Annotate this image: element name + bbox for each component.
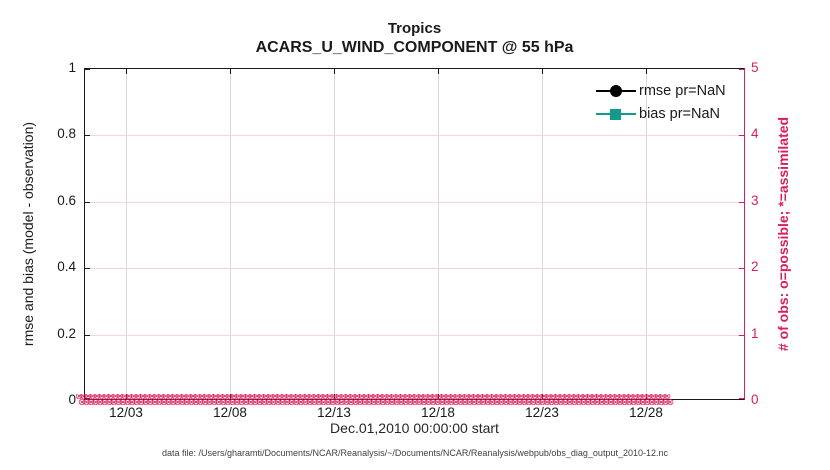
x-tick-top <box>126 69 127 74</box>
y-tick-left <box>85 135 90 136</box>
y-tick-right <box>739 135 744 136</box>
x-tick-top <box>334 69 335 74</box>
x-tick-bottom <box>126 394 127 399</box>
left-axis-tick-label: 0.6 <box>57 193 76 208</box>
legend-item: bias pr=NaN <box>596 102 726 125</box>
x-tick-label: 12/23 <box>525 405 559 420</box>
right-axis-tick-label: 4 <box>751 126 759 141</box>
y-tick-right <box>739 335 744 336</box>
y-tick-left <box>85 335 90 336</box>
title-region: Tropics <box>387 20 442 37</box>
legend-swatch <box>596 108 636 120</box>
right-axis-tick-label: 2 <box>751 259 759 274</box>
left-axis-tick-label: 0.8 <box>57 126 76 141</box>
x-tick-label: 12/18 <box>421 405 455 420</box>
x-tick-top <box>646 69 647 74</box>
y-tick-left <box>85 398 90 399</box>
right-axis-tick-label: 0 <box>751 392 759 407</box>
x-gridline <box>230 69 231 399</box>
legend-label: rmse pr=NaN <box>639 82 726 99</box>
x-gridline <box>542 69 543 399</box>
legend-label: bias pr=NaN <box>639 105 720 122</box>
x-tick-label: 12/28 <box>629 405 663 420</box>
legend-item: rmse pr=NaN <box>596 79 726 102</box>
right-axis-tick-label: 5 <box>751 60 759 75</box>
plot-area <box>84 68 745 400</box>
left-axis-tick-label: 0.4 <box>57 259 76 274</box>
obs-markers-row-assimilated: ⊗⊗⊗⊗⊗⊗⊗⊗⊗⊗⊗⊗⊗⊗⊗⊗⊗⊗⊗⊗⊗⊗⊗⊗⊗⊗⊗⊗⊗⊗⊗⊗⊗⊗⊗⊗⊗⊗⊗⊗… <box>78 397 674 407</box>
y-tick-left <box>85 69 90 70</box>
x-gridline <box>126 69 127 399</box>
x-tick-bottom <box>438 394 439 399</box>
y-tick-left <box>85 268 90 269</box>
bias-square-marker-icon <box>610 108 621 120</box>
left-axis-tick-label: 0 <box>68 392 76 407</box>
right-axis-tick-label: 3 <box>751 193 759 208</box>
y-tick-right <box>739 69 744 70</box>
x-tick-label: 12/13 <box>317 405 351 420</box>
data-file-caption: data file: /Users/gharamti/Documents/NCA… <box>161 448 668 458</box>
left-axis-tick-label: 1 <box>68 60 76 75</box>
y-tick-right <box>739 202 744 203</box>
x-tick-top <box>230 69 231 74</box>
obs-count-markers-band: ⊗⊗⊗⊗⊗⊗⊗⊗⊗⊗⊗⊗⊗⊗⊗⊗⊗⊗⊗⊗⊗⊗⊗⊗⊗⊗⊗⊗⊗⊗⊗⊗⊗⊗⊗⊗⊗⊗⊗⊗… <box>75 394 753 407</box>
x-tick-top <box>542 69 543 74</box>
left-axis-tick-label: 0.2 <box>57 326 76 341</box>
right-axis-tick-label: 1 <box>751 326 759 341</box>
x-tick-bottom <box>542 394 543 399</box>
x-tick-label: 12/03 <box>109 405 143 420</box>
legend: rmse pr=NaN bias pr=NaN <box>596 79 726 125</box>
rmse-circle-marker-icon <box>610 84 622 97</box>
y-gridline <box>85 268 744 269</box>
x-tick-bottom <box>334 394 335 399</box>
legend-swatch <box>596 84 636 97</box>
x-gridline <box>646 69 647 399</box>
x-tick-bottom <box>646 394 647 399</box>
obs-markers-row-possible: ⊗⊗⊗⊗⊗⊗⊗⊗⊗⊗⊗⊗⊗⊗⊗⊗⊗⊗⊗⊗⊗⊗⊗⊗⊗⊗⊗⊗⊗⊗⊗⊗⊗⊗⊗⊗⊗⊗⊗⊗… <box>75 394 671 402</box>
x-axis-label: Dec.01,2010 00:00:00 start <box>330 420 499 436</box>
y-gridline <box>85 202 744 203</box>
x-gridline <box>334 69 335 399</box>
x-tick-label: 12/08 <box>213 405 247 420</box>
y-tick-right <box>739 268 744 269</box>
y-gridline <box>85 135 744 136</box>
y-tick-left <box>85 202 90 203</box>
x-tick-bottom <box>230 394 231 399</box>
y-tick-right <box>739 398 744 399</box>
x-gridline <box>438 69 439 399</box>
y-gridline <box>85 335 744 336</box>
title-variable: ACARS_U_WIND_COMPONENT @ 55 hPa <box>255 39 574 56</box>
x-tick-top <box>438 69 439 74</box>
plot-title: Tropics ACARS_U_WIND_COMPONENT @ 55 hPa <box>84 20 745 58</box>
